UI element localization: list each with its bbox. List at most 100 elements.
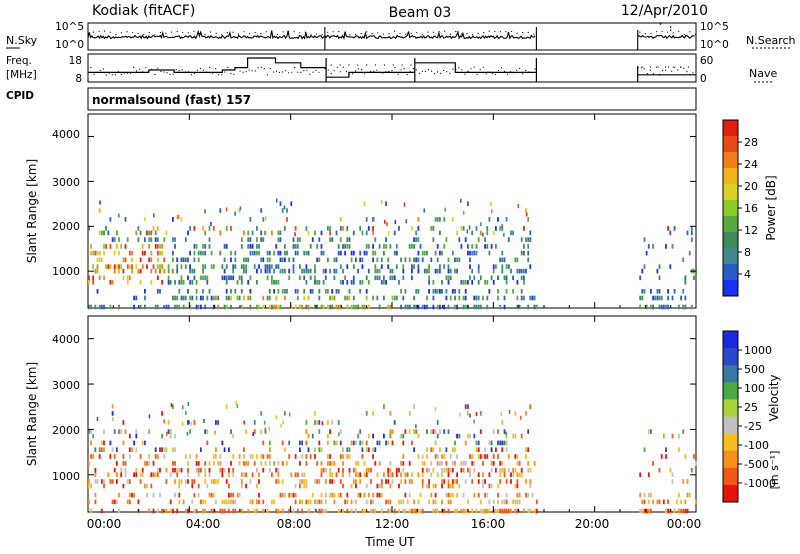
nsearch-point	[399, 32, 401, 35]
power-cell	[447, 275, 450, 281]
nave-point	[300, 71, 302, 73]
nave-point	[409, 71, 411, 73]
velocity-cell	[318, 499, 321, 505]
nave-point	[665, 69, 667, 71]
power-cell	[146, 264, 148, 269]
velocity-cell	[292, 508, 295, 514]
power-cell	[294, 250, 297, 256]
velocity-cell	[111, 479, 114, 484]
power-cell	[309, 289, 312, 294]
power-cell	[469, 257, 471, 263]
velocity-cell	[238, 454, 241, 459]
power-cell	[495, 244, 497, 249]
velocity-cell	[477, 492, 480, 498]
velocity-cell	[195, 454, 198, 459]
velocity-cell	[88, 429, 90, 434]
power-cell	[290, 304, 293, 310]
power-cell	[271, 264, 273, 269]
power-cell	[647, 244, 650, 249]
power-cell	[471, 268, 474, 274]
velocity-cell	[346, 499, 349, 505]
velocity-cell	[529, 404, 532, 409]
velocity-cell	[208, 461, 211, 466]
power-cell	[423, 250, 426, 256]
velocity-cell	[400, 433, 402, 439]
power-cell	[276, 198, 278, 203]
velocity-cell	[460, 461, 463, 466]
power-cell	[264, 268, 267, 274]
velocity-cell	[204, 467, 207, 473]
velocity-cell	[447, 429, 450, 434]
power-cell	[359, 250, 362, 256]
power-cell	[535, 304, 538, 310]
power-cell	[352, 250, 355, 256]
nsearch-point	[148, 31, 150, 34]
power-cell	[204, 275, 207, 281]
power-cell	[187, 230, 189, 236]
power-cell	[176, 295, 179, 301]
velocity-cell	[370, 499, 372, 505]
power-cell	[365, 295, 368, 301]
velocity-cell	[645, 508, 648, 514]
velocity-cell	[245, 483, 247, 489]
power-cell	[331, 295, 334, 301]
power-cell	[503, 275, 506, 281]
power-cell	[230, 257, 232, 263]
power-cell	[329, 304, 331, 310]
power-cell	[454, 289, 456, 294]
power-cell	[245, 257, 247, 263]
velocity-cell	[471, 461, 474, 466]
velocity-cell	[309, 499, 312, 505]
velocity-cell	[322, 467, 325, 473]
power-cell	[688, 250, 691, 256]
velocity-cell	[514, 433, 517, 439]
power-cell	[344, 250, 346, 256]
velocity-cell	[277, 479, 280, 484]
power-cell	[268, 295, 271, 301]
power-cell	[346, 280, 349, 285]
velocity-cell	[367, 467, 370, 473]
power-cell	[404, 289, 407, 294]
power-cell	[189, 264, 191, 269]
velocity-cell	[434, 454, 437, 459]
power-cell	[344, 244, 346, 249]
velocity-cell	[389, 472, 392, 477]
velocity-cell	[284, 447, 286, 452]
power-cell	[361, 264, 364, 269]
power-cell	[292, 264, 295, 269]
power-cell	[335, 257, 338, 263]
cpid-program-text: normalsound (fast) 157	[92, 93, 251, 107]
power-cell	[122, 268, 125, 274]
velocity-cell	[355, 483, 357, 489]
velocity-cell	[301, 508, 303, 514]
velocity-cell	[449, 467, 452, 473]
power-cell	[169, 280, 172, 285]
velocity-cell	[643, 499, 646, 505]
nave-point	[136, 70, 138, 72]
velocity-cell	[100, 479, 103, 484]
velocity-cell	[436, 420, 439, 425]
nave-point	[114, 74, 116, 76]
velocity-cell	[378, 461, 381, 466]
velocity-cell	[378, 440, 381, 446]
power-cell	[339, 237, 342, 242]
power-cell	[318, 237, 321, 242]
power-cell	[650, 289, 652, 294]
nave-point	[130, 72, 132, 74]
velocity-cell	[469, 472, 471, 477]
velocity-cell	[188, 420, 190, 425]
velocity-cell	[400, 461, 402, 466]
velocity-cell	[430, 447, 433, 452]
velocity-cell	[103, 479, 105, 484]
power-cell	[288, 257, 291, 263]
power-cell	[460, 244, 463, 249]
nave-point	[209, 66, 211, 68]
velocity-cell	[370, 467, 372, 473]
power-cell	[167, 275, 170, 281]
velocity-cell	[426, 483, 428, 489]
velocity-cell	[436, 472, 439, 477]
velocity-cell	[223, 499, 226, 505]
nave-point	[117, 71, 119, 73]
nave-point	[321, 66, 323, 68]
